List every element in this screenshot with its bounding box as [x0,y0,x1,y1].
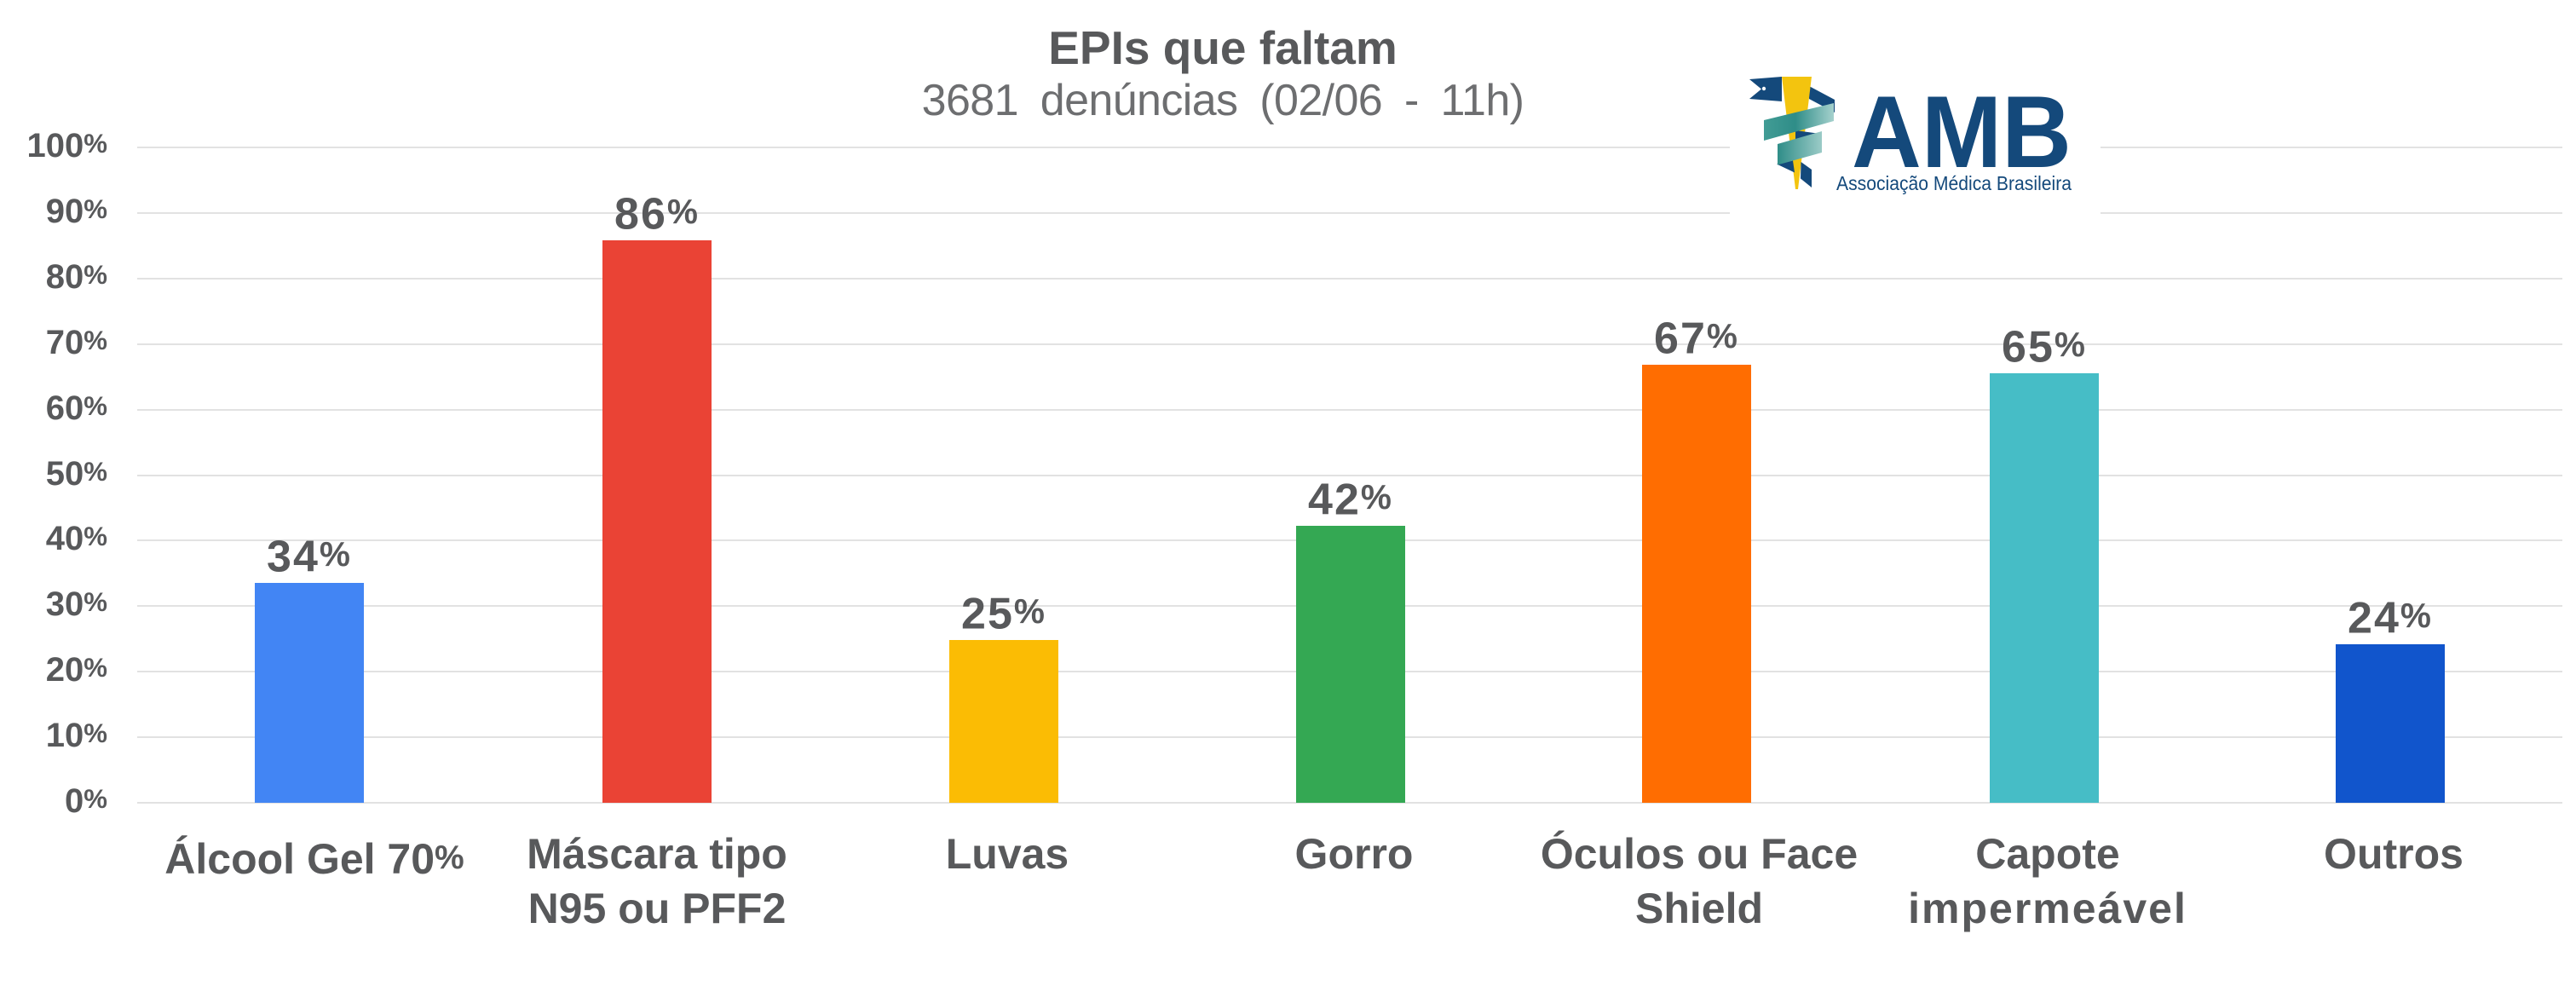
svg-text:AMB: AMB [1852,75,2072,189]
svg-text:Associação Médica Brasileira: Associação Médica Brasileira [1836,172,2072,194]
